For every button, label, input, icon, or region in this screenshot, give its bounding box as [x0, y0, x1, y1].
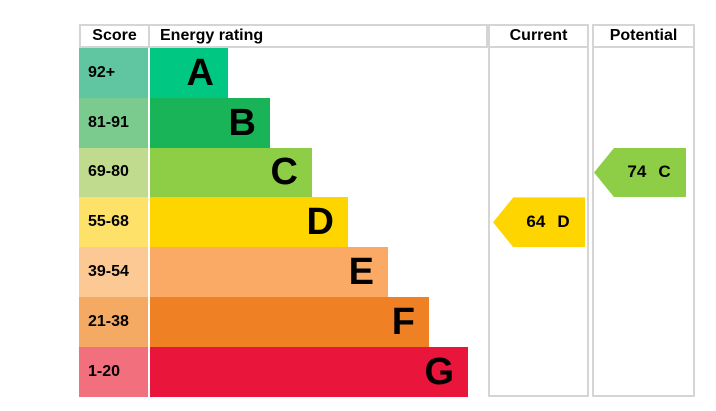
- potential-rating-arrow: 74 C: [594, 147, 686, 198]
- rating-letter-c: C: [270, 151, 298, 194]
- rating-bar-c: C: [150, 147, 312, 198]
- potential-column: Potential: [592, 24, 695, 397]
- rating-letter-e: E: [348, 251, 374, 294]
- score-column-header: Score: [79, 24, 150, 48]
- potential-rating-letter: C: [658, 162, 671, 182]
- rating-bar-f: F: [150, 297, 429, 347]
- band-row-g: 1-20 G: [0, 346, 716, 397]
- rating-bar-a: A: [150, 48, 228, 98]
- rating-letter-g: G: [424, 350, 454, 393]
- score-range-g: 1-20: [79, 346, 148, 397]
- current-rating-arrow: 64 D: [493, 197, 585, 248]
- potential-rating-value: 74: [627, 162, 647, 182]
- energy-rating-column-header: Energy rating: [148, 24, 488, 48]
- current-column-header: Current: [490, 26, 587, 48]
- rating-bar-e: E: [150, 247, 388, 297]
- score-range-d: 55-68: [79, 197, 148, 248]
- current-rating-value: 64: [526, 212, 546, 232]
- score-range-f: 21-38: [79, 297, 148, 347]
- current-rating-letter: D: [557, 212, 570, 232]
- potential-column-header: Potential: [594, 26, 693, 48]
- score-range-e: 39-54: [79, 247, 148, 297]
- score-range-b: 81-91: [79, 97, 148, 148]
- band-row-e: 39-54 E: [0, 247, 716, 297]
- rating-bar-d: D: [150, 197, 348, 248]
- band-row-b: 81-91 B: [0, 97, 716, 148]
- rating-letter-d: D: [306, 201, 334, 244]
- band-row-c: 69-80 C: [0, 147, 716, 198]
- score-range-a: 92+: [79, 48, 148, 98]
- band-row-a: 92+ A: [0, 48, 716, 98]
- band-row-d: 55-68 D: [0, 197, 716, 248]
- score-range-c: 69-80: [79, 147, 148, 198]
- rating-bar-g: G: [150, 346, 468, 397]
- rating-letter-f: F: [391, 300, 415, 343]
- band-row-f: 21-38 F: [0, 297, 716, 347]
- rating-letter-a: A: [186, 51, 214, 94]
- rating-letter-b: B: [228, 101, 256, 144]
- rating-bar-b: B: [150, 97, 270, 148]
